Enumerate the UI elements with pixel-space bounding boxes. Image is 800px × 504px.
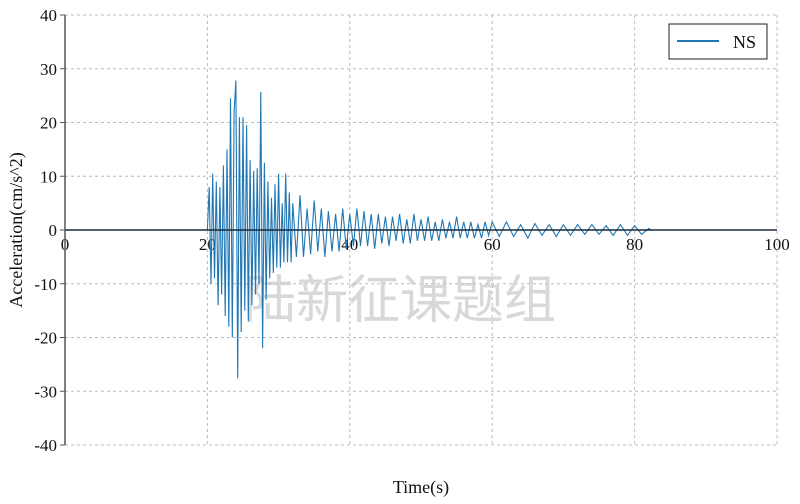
y-tick-label: 20 — [40, 114, 57, 133]
y-tick-label: -30 — [34, 382, 57, 401]
y-tick-label: -10 — [34, 275, 57, 294]
watermark: 陆新征课题组 — [244, 273, 556, 330]
x-tick-label: 80 — [626, 235, 643, 254]
y-axis-label: Acceleration(cm/s^2) — [6, 152, 27, 307]
x-tick-label: 60 — [484, 235, 501, 254]
y-tick-label: -20 — [34, 329, 57, 348]
y-tick-label: 30 — [40, 60, 57, 79]
y-tick-label: 0 — [49, 221, 58, 240]
legend-label: NS — [733, 32, 756, 52]
y-tick-label: -40 — [34, 436, 57, 455]
y-tick-label: 40 — [40, 6, 57, 25]
y-tick-label: 10 — [40, 167, 57, 186]
x-tick-label: 100 — [764, 235, 790, 254]
x-tick-label: 40 — [341, 235, 358, 254]
series-line-ns — [65, 80, 652, 379]
x-axis-label: Time(s) — [393, 477, 449, 498]
y-axis-ticks: 40 30 20 10 0 -10 -20 -30 -40 — [34, 6, 65, 455]
legend: NS — [668, 23, 768, 60]
